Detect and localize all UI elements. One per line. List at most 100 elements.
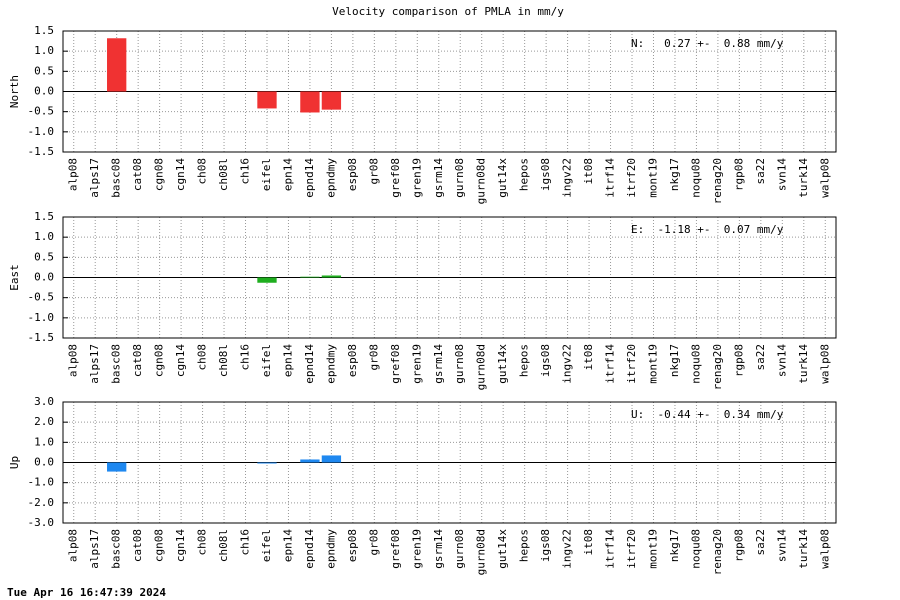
y-tick-label: -1.0 — [28, 311, 55, 324]
x-tick-label: esp08 — [346, 529, 359, 562]
x-tick-label: eifel — [260, 158, 273, 191]
bar — [300, 459, 320, 463]
bar — [321, 455, 342, 463]
y-tick-label: -1.0 — [28, 125, 55, 138]
x-tick-label: cat08 — [131, 529, 144, 562]
x-tick-label: rgp08 — [732, 344, 745, 377]
bar — [321, 91, 342, 110]
x-tick-label: esp08 — [346, 344, 359, 377]
y-tick-label: 1.0 — [34, 44, 54, 57]
x-tick-label: ch16 — [239, 344, 252, 371]
x-tick-label: gut14x — [496, 158, 509, 198]
x-tick-label: gsrm14 — [432, 529, 445, 569]
x-tick-label: cgn08 — [153, 158, 166, 191]
x-tick-label: it08 — [582, 158, 595, 185]
x-tick-label: itrf20 — [625, 158, 638, 198]
y-tick-label: -0.5 — [28, 291, 55, 304]
x-tick-label: itrf14 — [604, 344, 617, 384]
y-tick-label: 0.0 — [34, 85, 54, 98]
x-tick-label: epn14 — [281, 158, 294, 191]
x-tick-label: alps17 — [88, 529, 101, 569]
x-tick-label: renag20 — [711, 529, 724, 575]
x-tick-label: nkg17 — [668, 529, 681, 562]
x-tick-label: eifel — [260, 529, 273, 562]
bar — [300, 91, 320, 113]
bar — [257, 462, 277, 464]
bar — [107, 462, 127, 472]
x-tick-label: gr08 — [367, 158, 380, 185]
x-tick-label: mont19 — [646, 344, 659, 384]
x-tick-label: renag20 — [711, 344, 724, 390]
x-tick-label: svn14 — [775, 529, 788, 562]
y-axis-label: Up — [8, 456, 21, 469]
x-tick-label: gren19 — [410, 529, 423, 569]
x-tick-label: turk14 — [797, 158, 810, 198]
x-tick-label: epndmy — [324, 344, 337, 384]
x-tick-label: ingv22 — [561, 158, 574, 198]
x-tick-label: ingv22 — [561, 344, 574, 384]
plot-frame — [62, 216, 837, 339]
x-tick-label: gref08 — [389, 529, 402, 569]
x-tick-label: gsrm14 — [432, 344, 445, 384]
x-tick-label: gut14x — [496, 344, 509, 384]
x-tick-label: gurn08d — [475, 529, 488, 575]
x-tick-label: walp08 — [818, 344, 831, 384]
x-tick-label: sa22 — [754, 529, 767, 556]
x-tick-label: cgn14 — [174, 344, 187, 377]
x-tick-label: basc08 — [110, 344, 123, 384]
chart-title: Velocity comparison of PMLA in mm/y — [332, 5, 564, 18]
x-tick-label: basc08 — [110, 529, 123, 569]
annotation: E: -1.18 +- 0.07 mm/y — [631, 223, 784, 236]
x-tick-label: ch08l — [217, 158, 230, 191]
x-tick-label: ingv22 — [561, 529, 574, 569]
y-tick-label: 0.0 — [34, 271, 54, 284]
x-tick-label: alps17 — [88, 344, 101, 384]
x-tick-label: mont19 — [646, 158, 659, 198]
x-tick-label: igs08 — [539, 158, 552, 191]
x-tick-label: gren19 — [410, 344, 423, 384]
y-tick-label: -1.5 — [28, 331, 55, 344]
x-tick-label: igs08 — [539, 529, 552, 562]
y-tick-label: 1.5 — [34, 24, 54, 37]
x-tick-label: gref08 — [389, 158, 402, 198]
x-tick-label: mont19 — [646, 529, 659, 569]
x-tick-label: ch08l — [217, 344, 230, 377]
x-tick-label: itrf20 — [625, 529, 638, 569]
x-tick-label: hepos — [518, 344, 531, 377]
x-tick-label: cat08 — [131, 344, 144, 377]
x-tick-label: ch16 — [239, 529, 252, 556]
x-tick-label: gurn08 — [453, 158, 466, 198]
timestamp: Tue Apr 16 16:47:39 2024 — [7, 586, 166, 599]
x-tick-label: ch08 — [196, 158, 209, 185]
bar — [107, 38, 127, 92]
y-tick-label: -2.0 — [28, 496, 55, 509]
y-tick-label: -1.5 — [28, 145, 55, 158]
x-tick-label: gsrm14 — [432, 158, 445, 198]
x-tick-label: epnd14 — [303, 344, 316, 384]
x-tick-label: gren19 — [410, 158, 423, 198]
x-tick-label: eifel — [260, 344, 273, 377]
y-tick-label: 2.0 — [34, 415, 54, 428]
y-axis-label: North — [8, 75, 21, 108]
plot-frame — [62, 401, 837, 524]
x-tick-label: rgp08 — [732, 529, 745, 562]
x-tick-label: turk14 — [797, 529, 810, 569]
x-tick-label: hepos — [518, 158, 531, 191]
bar — [321, 275, 342, 278]
x-tick-label: nkg17 — [668, 344, 681, 377]
x-tick-label: gurn08d — [475, 344, 488, 390]
y-tick-label: 1.0 — [34, 435, 54, 448]
x-tick-label: it08 — [582, 529, 595, 556]
bar — [257, 91, 277, 109]
x-tick-label: epndmy — [324, 529, 337, 569]
x-tick-label: itrf14 — [604, 158, 617, 198]
annotation: N: 0.27 +- 0.88 mm/y — [631, 37, 784, 50]
x-tick-label: hepos — [518, 529, 531, 562]
y-tick-label: 0.0 — [34, 456, 54, 469]
x-tick-label: epnd14 — [303, 529, 316, 569]
x-tick-label: alp08 — [67, 529, 80, 562]
x-tick-label: gurn08 — [453, 344, 466, 384]
